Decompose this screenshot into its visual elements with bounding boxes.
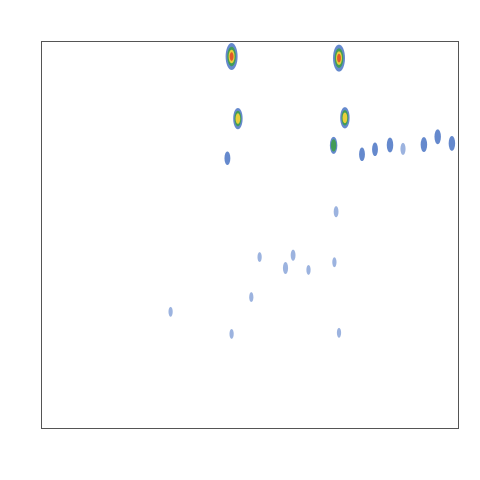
heatmap-spot — [333, 44, 345, 72]
heatmap-spot — [229, 328, 234, 339]
heatmap-spot — [386, 137, 394, 153]
heatmap-spot — [359, 147, 365, 162]
heatmap-spot — [224, 151, 231, 165]
heatmap-spot — [372, 142, 378, 157]
heatmap-spot — [168, 306, 173, 317]
heatmap-spot — [290, 249, 296, 261]
heatmap-spot — [225, 43, 238, 70]
heatmap-spot — [257, 252, 262, 263]
heatmap-spot — [434, 129, 441, 145]
spots-layer — [168, 43, 456, 339]
heatmap-spot — [336, 327, 342, 338]
heatmap-spot — [333, 206, 339, 218]
heatmap-spot — [282, 262, 289, 274]
heatmap-spot — [306, 264, 311, 275]
plot-area — [41, 41, 459, 429]
heatmap-spot — [400, 142, 406, 155]
heatmap-spot — [233, 107, 243, 130]
heatmap-spot — [340, 107, 350, 129]
heatmap-spot — [448, 135, 456, 151]
heatmap-spot — [420, 137, 428, 153]
heatmap-spot — [332, 257, 337, 268]
plot-frame — [41, 41, 459, 429]
heatmap-spot — [249, 292, 254, 303]
heatmap-spot — [329, 136, 338, 154]
